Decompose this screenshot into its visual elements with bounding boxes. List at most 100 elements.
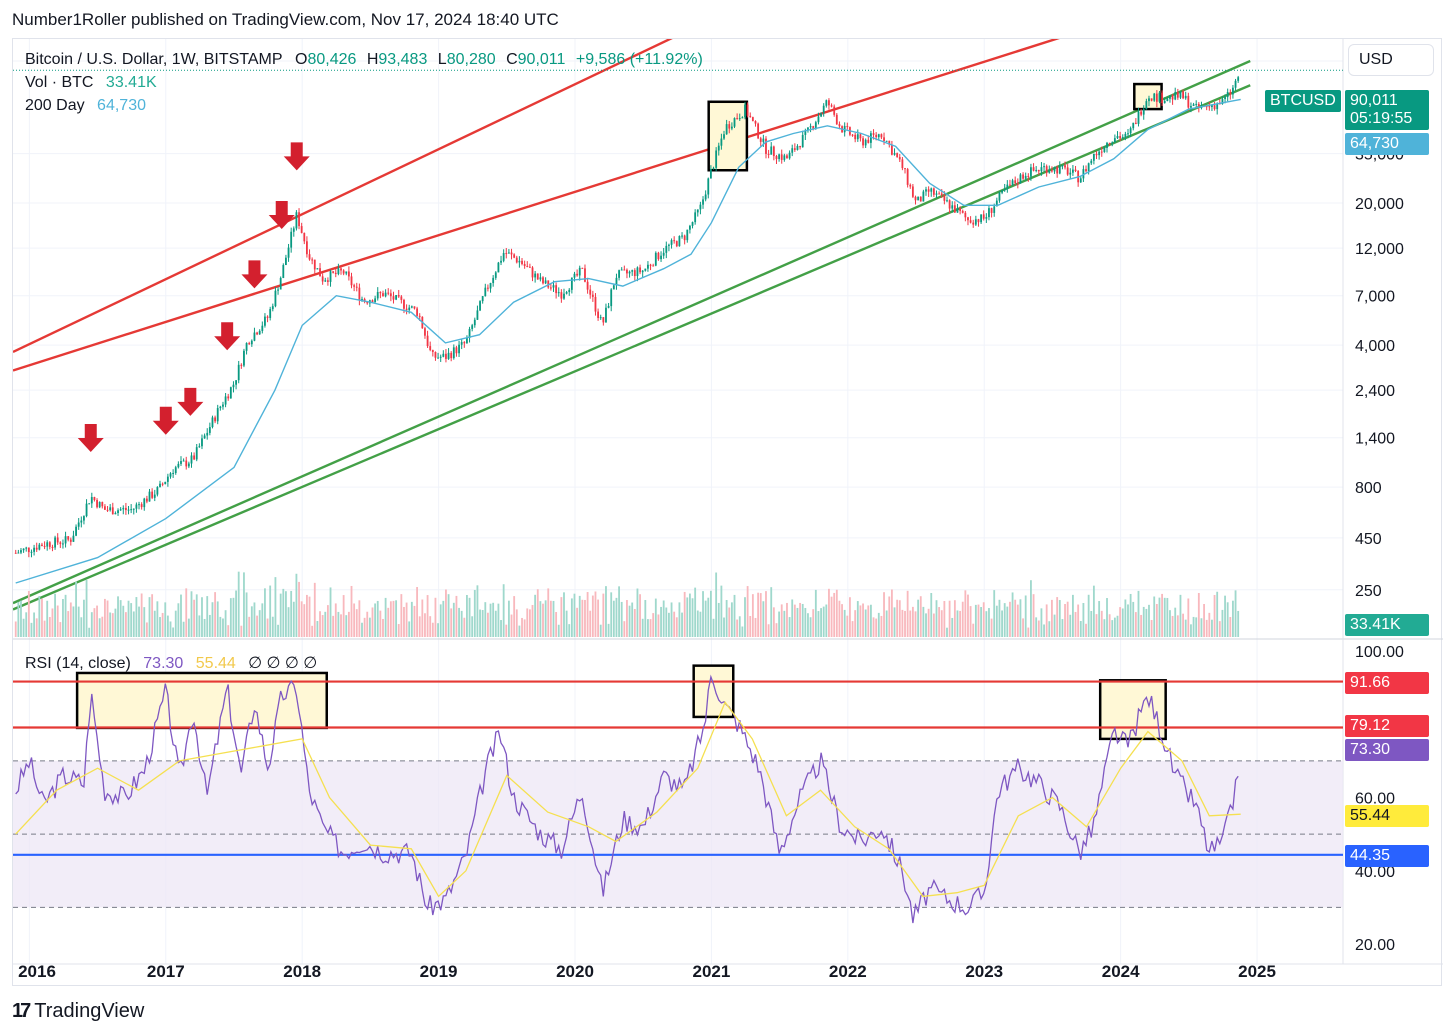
- symbol-title[interactable]: Bitcoin / U.S. Dollar, 1W, BITSTAMP: [25, 51, 283, 68]
- volume-bar: [1148, 604, 1150, 637]
- volume-bar: [33, 612, 36, 637]
- candle-body: [951, 205, 954, 209]
- volume-bar: [172, 627, 175, 637]
- volume-bar: [906, 590, 909, 637]
- volume-bar: [549, 600, 552, 637]
- candle-body: [306, 241, 308, 255]
- volume-bar: [1111, 620, 1114, 637]
- candle-body: [479, 301, 481, 311]
- candle-body: [1098, 151, 1101, 156]
- volume-bar: [337, 611, 340, 637]
- candle-body: [195, 447, 198, 460]
- volume-bar: [109, 612, 112, 637]
- candle-body: [88, 503, 91, 505]
- candle-body: [686, 229, 689, 241]
- candle-body: [953, 205, 956, 213]
- candle-body: [1145, 101, 1148, 110]
- candle-body: [723, 134, 725, 139]
- rsi-axis: 100.00 60.00 40.00 20.00: [1355, 644, 1404, 954]
- volume-bar: [1197, 592, 1200, 637]
- volume-bar: [870, 604, 872, 637]
- volume-bar: [104, 598, 106, 637]
- candle-body: [145, 498, 148, 502]
- candle-body: [660, 255, 662, 260]
- volume-bar: [1011, 592, 1014, 637]
- candle-body: [243, 350, 245, 366]
- candle-body: [135, 504, 138, 509]
- volume-bar: [119, 600, 122, 637]
- candle-body: [392, 296, 395, 300]
- volume-bar: [830, 596, 833, 637]
- volume-bar: [696, 610, 699, 637]
- volume-bar: [22, 618, 25, 637]
- tradingview-logo[interactable]: 17 TradingView: [12, 1000, 144, 1023]
- candle-body: [109, 507, 112, 511]
- volume-label[interactable]: Vol · BTC: [25, 74, 94, 91]
- candle-body: [615, 277, 618, 286]
- volume-bar: [148, 597, 151, 637]
- chart-frame[interactable]: 100,00035,00020,00012,0007,0004,0002,400…: [12, 38, 1443, 987]
- candle-body: [1048, 170, 1051, 173]
- candle-body: [612, 285, 615, 290]
- ma-label[interactable]: 200 Day: [25, 97, 85, 114]
- volume-bar: [702, 591, 704, 637]
- volume-bar: [652, 613, 655, 637]
- candle-body: [654, 252, 657, 266]
- volume-bar: [675, 617, 678, 637]
- red-channel-line: [13, 39, 673, 354]
- candle-body: [340, 268, 342, 271]
- volume-bar: [995, 605, 998, 637]
- volume-bar: [1137, 590, 1140, 637]
- candle-body: [584, 268, 586, 282]
- candle-body: [1213, 105, 1216, 110]
- volume-bar: [888, 596, 891, 637]
- rsi-extra-values: ∅ ∅ ∅ ∅: [248, 655, 318, 672]
- volume-bar: [536, 589, 539, 637]
- volume-bar: [497, 603, 500, 637]
- volume-bar: [570, 598, 573, 637]
- volume-bar: [1176, 615, 1179, 637]
- volume-bar: [347, 611, 350, 637]
- chart-canvas[interactable]: 100,00035,00020,00012,0007,0004,0002,400…: [13, 39, 1443, 987]
- close-label: C: [506, 51, 518, 68]
- volume-bar: [447, 594, 450, 637]
- volume-bar: [780, 604, 783, 637]
- candle-body: [389, 293, 392, 297]
- candle-body: [206, 432, 209, 436]
- candle-body: [555, 285, 558, 294]
- volume-bar: [691, 598, 694, 637]
- volume-bar: [266, 618, 269, 637]
- candle-body: [775, 156, 778, 160]
- volume-bar: [683, 591, 686, 637]
- volume-bar: [998, 599, 1001, 637]
- volume-bar: [476, 585, 479, 637]
- candle-body: [122, 507, 125, 510]
- rsi-label[interactable]: RSI (14, close): [25, 655, 131, 672]
- rsi-pane: [13, 664, 1343, 924]
- volume-tag: 33.41K: [1345, 614, 1429, 636]
- currency-button[interactable]: USD: [1348, 44, 1434, 76]
- candle-body: [704, 194, 707, 200]
- candle-body: [1237, 77, 1240, 81]
- candle-body: [1045, 166, 1048, 173]
- candle-body: [696, 209, 699, 213]
- volume-bar: [1106, 598, 1108, 637]
- candle-body: [972, 222, 975, 225]
- candle-body: [539, 277, 542, 280]
- volume-bar: [1184, 619, 1187, 637]
- candle-body: [940, 193, 943, 196]
- candle-body: [862, 138, 864, 146]
- price-tick-label: 2,400: [1355, 383, 1395, 400]
- red-arrow-icon: [268, 201, 295, 230]
- volume-bar: [528, 609, 531, 637]
- candle-body: [347, 271, 350, 277]
- rsi-upper-level-tag: 91.66: [1345, 672, 1429, 694]
- volume-bar: [911, 606, 914, 637]
- candle-body: [909, 184, 912, 187]
- volume-bar: [1027, 627, 1030, 637]
- volume-bar: [245, 592, 248, 637]
- volume-bar: [292, 601, 295, 637]
- candle-body: [770, 146, 773, 155]
- candle-body: [326, 280, 329, 282]
- candle-body: [132, 508, 135, 510]
